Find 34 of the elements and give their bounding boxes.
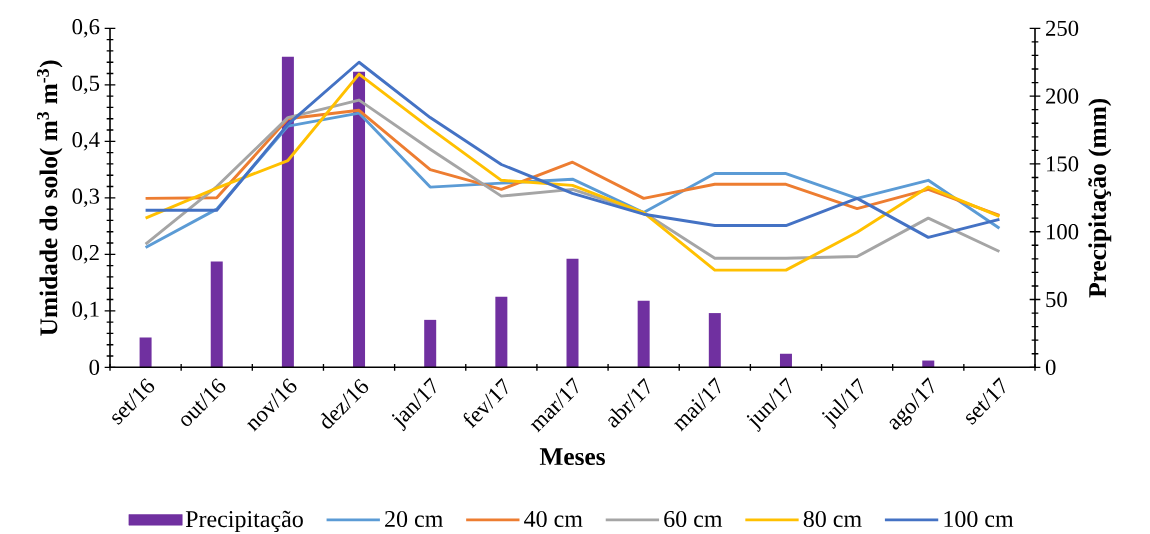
y2-tick-label: 0: [1045, 359, 1056, 375]
bar: [779, 353, 792, 368]
legend-label: 100 cm: [944, 510, 1014, 528]
y-tick-label: 0,3: [72, 188, 100, 208]
bar: [637, 300, 650, 368]
legend-label: 60 cm: [664, 510, 723, 528]
bar: [353, 71, 366, 368]
y2-tick-label: 150: [1047, 156, 1079, 172]
bar: [566, 258, 579, 368]
y-tick-label: 0,6: [72, 19, 100, 38]
y-tick-label: 0,4: [72, 132, 100, 151]
line-series: [144, 60, 1001, 239]
bar: [281, 56, 294, 368]
y-tick-label: 0,1: [72, 301, 99, 321]
y2-axis-title: Precipitação (mm): [1088, 98, 1112, 298]
x-axis-title: Meses: [539, 448, 605, 466]
legend-label: Precipitação: [185, 510, 303, 533]
bar: [424, 319, 437, 368]
y-tick-label: 0,5: [72, 75, 100, 95]
bar: [495, 296, 508, 368]
bar: [139, 337, 152, 368]
y-tick-label: 0: [89, 359, 100, 375]
legend-label: 80 cm: [803, 510, 862, 528]
legend-label: 20 cm: [385, 510, 443, 528]
y2-tick-label: 200: [1046, 88, 1079, 104]
y-tick-label: 0,2: [72, 245, 99, 264]
legend-label: 40 cm: [524, 510, 583, 528]
line-series: [144, 72, 1001, 272]
y2-tick-label: 50: [1046, 291, 1067, 308]
y-axis-title: Umidade do solo( m$^{3}$ m$^{-3}$): [36, 60, 63, 336]
y2-tick-label: 250: [1046, 20, 1079, 36]
bar: [210, 261, 223, 368]
y2-tick-label: 100: [1047, 224, 1079, 240]
bar: [708, 313, 721, 368]
